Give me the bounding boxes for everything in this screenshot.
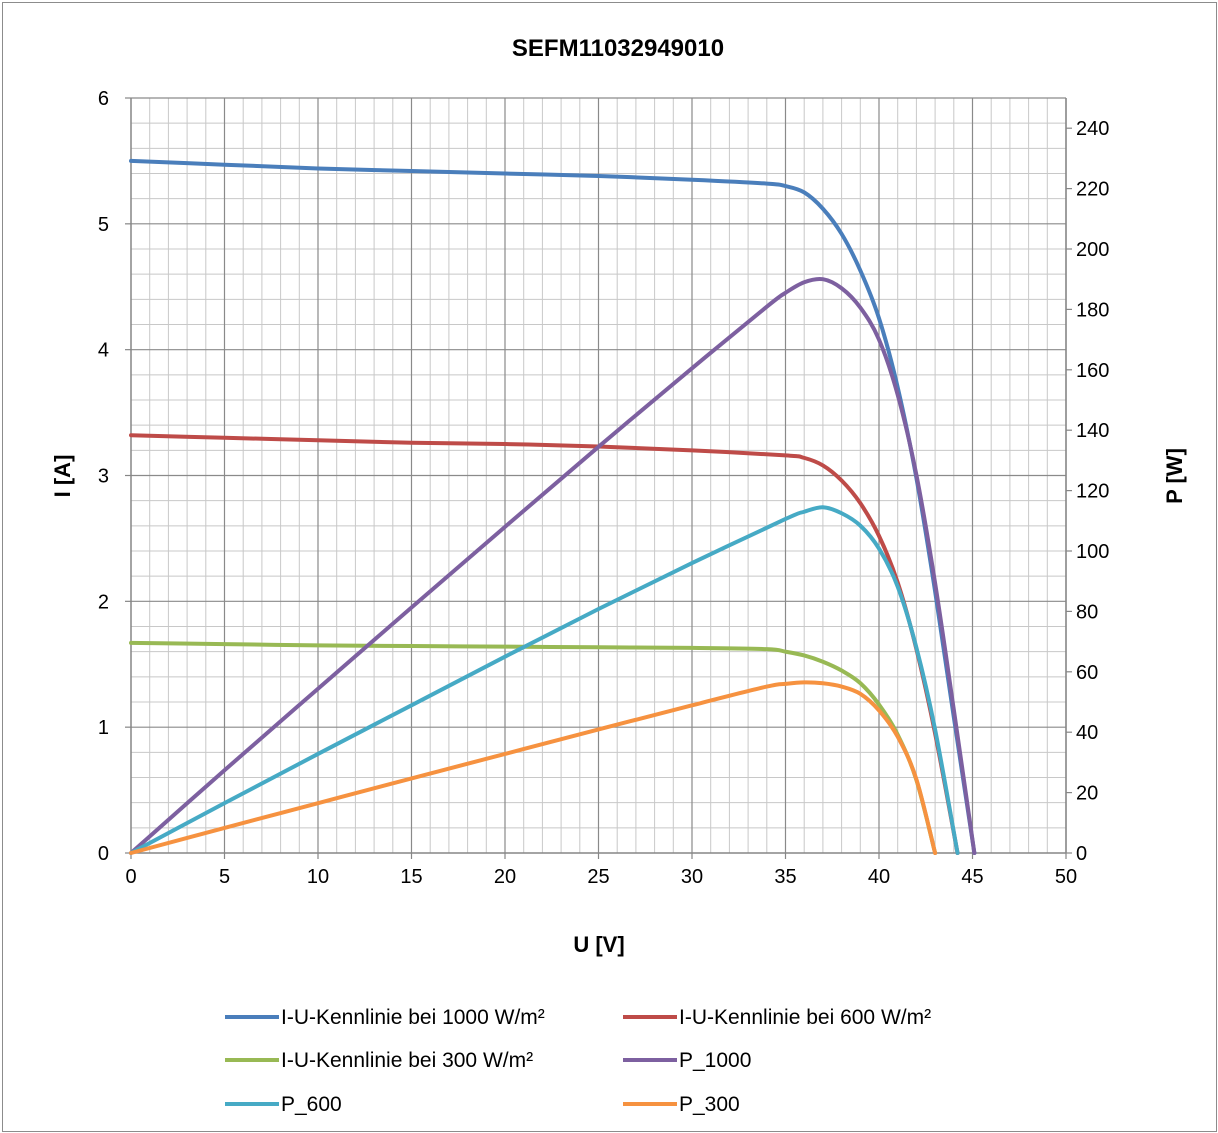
y2-tick-label: 80 <box>1076 601 1098 623</box>
x-tick-label: 50 <box>1055 866 1077 888</box>
y-tick-label: 1 <box>98 717 109 739</box>
chart-title: SEFM11032949010 <box>512 35 724 62</box>
series-line-6 <box>129 680 938 855</box>
y2-tick-label: 60 <box>1076 662 1098 684</box>
y-tick-label: 3 <box>98 466 109 488</box>
y-tick-label: 4 <box>98 340 109 362</box>
tick-labels: 0 5 10 15 20 25 30 35 40 45 5001234560204060801001… <box>98 88 1110 888</box>
series-line-1 <box>129 158 977 855</box>
y2-tick-label: 160 <box>1076 360 1109 382</box>
y-tick-label: 6 <box>98 88 109 110</box>
x-tick-label: 40 <box>868 866 890 888</box>
legend-label-3: I-U-Kennlinie bei 300 W/m² <box>281 1049 533 1072</box>
y-tick-label: 5 <box>98 214 109 236</box>
series-lines <box>129 158 977 855</box>
series-line-5 <box>129 505 960 855</box>
x-tick-label: 5 <box>219 866 230 888</box>
y2-tick-label: 100 <box>1076 541 1109 563</box>
legend-label-6: P_300 <box>679 1093 740 1116</box>
legend-label-2: I-U-Kennlinie bei 600 W/m² <box>679 1006 931 1029</box>
x-tick-label: 15 <box>400 866 422 888</box>
x-tick-label: 30 <box>681 866 703 888</box>
legend: I-U-Kennlinie bei 1000 W/m² I-U-Kennlinie… <box>225 1006 931 1116</box>
x-tick-label: 0 <box>125 866 136 888</box>
y2-tick-label: 140 <box>1076 420 1109 442</box>
y-axis-title: I [A] <box>50 455 75 498</box>
grid-lines <box>125 97 1072 859</box>
y2-tick-label: 0 <box>1076 843 1087 865</box>
x-tick-label: 10 <box>307 866 329 888</box>
y-tick-label: 0 <box>98 843 109 865</box>
x-axis-title: U [V] <box>573 932 624 957</box>
x-tick-label: 20 <box>494 866 516 888</box>
y2-tick-label: 40 <box>1076 722 1098 744</box>
y2-axis-title: P [W] <box>1162 448 1187 504</box>
legend-label-1: I-U-Kennlinie bei 1000 W/m² <box>281 1006 545 1029</box>
x-tick-label: 35 <box>774 866 796 888</box>
x-tick-label: 45 <box>961 866 983 888</box>
y2-tick-label: 200 <box>1076 239 1109 261</box>
y2-tick-label: 180 <box>1076 299 1109 321</box>
y2-tick-label: 240 <box>1076 118 1109 140</box>
y2-tick-label: 220 <box>1076 179 1109 201</box>
legend-label-4: P_1000 <box>679 1049 751 1072</box>
series-line-3 <box>129 640 938 855</box>
x-tick-label: 25 <box>587 866 609 888</box>
y2-tick-label: 120 <box>1076 481 1109 503</box>
y2-tick-label: 20 <box>1076 783 1098 805</box>
series-line-4 <box>129 276 977 855</box>
legend-label-5: P_600 <box>281 1093 342 1116</box>
y-tick-label: 2 <box>98 591 109 613</box>
